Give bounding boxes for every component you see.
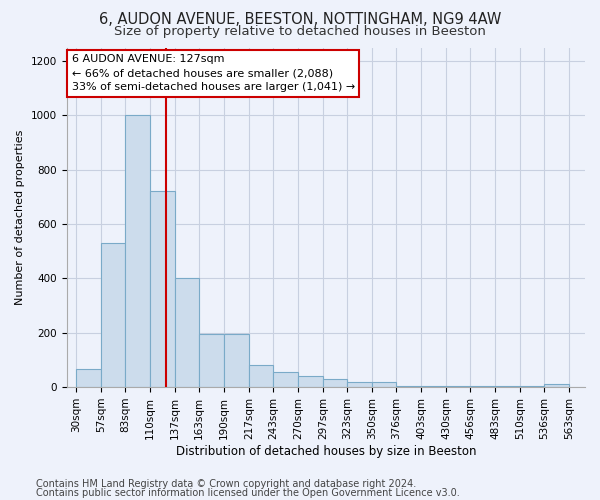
Bar: [446, 386, 470, 387]
Y-axis label: Number of detached properties: Number of detached properties: [15, 130, 25, 305]
Bar: [520, 386, 544, 387]
Bar: [347, 382, 372, 387]
Bar: [298, 376, 323, 387]
Bar: [150, 192, 175, 387]
Bar: [249, 366, 273, 387]
Bar: [544, 384, 569, 387]
Bar: [101, 243, 125, 387]
Bar: [273, 372, 298, 387]
Bar: [76, 370, 101, 387]
Bar: [372, 382, 396, 387]
Bar: [224, 334, 249, 387]
Bar: [125, 116, 150, 387]
Text: 6 AUDON AVENUE: 127sqm
← 66% of detached houses are smaller (2,088)
33% of semi-: 6 AUDON AVENUE: 127sqm ← 66% of detached…: [72, 54, 355, 92]
Bar: [396, 386, 421, 387]
Bar: [323, 379, 347, 387]
Bar: [175, 278, 199, 387]
Bar: [421, 386, 446, 387]
Text: Contains HM Land Registry data © Crown copyright and database right 2024.: Contains HM Land Registry data © Crown c…: [36, 479, 416, 489]
Bar: [495, 386, 520, 387]
X-axis label: Distribution of detached houses by size in Beeston: Distribution of detached houses by size …: [176, 444, 476, 458]
Text: Size of property relative to detached houses in Beeston: Size of property relative to detached ho…: [114, 25, 486, 38]
Bar: [199, 334, 224, 387]
Bar: [470, 386, 495, 387]
Text: 6, AUDON AVENUE, BEESTON, NOTTINGHAM, NG9 4AW: 6, AUDON AVENUE, BEESTON, NOTTINGHAM, NG…: [99, 12, 501, 28]
Text: Contains public sector information licensed under the Open Government Licence v3: Contains public sector information licen…: [36, 488, 460, 498]
